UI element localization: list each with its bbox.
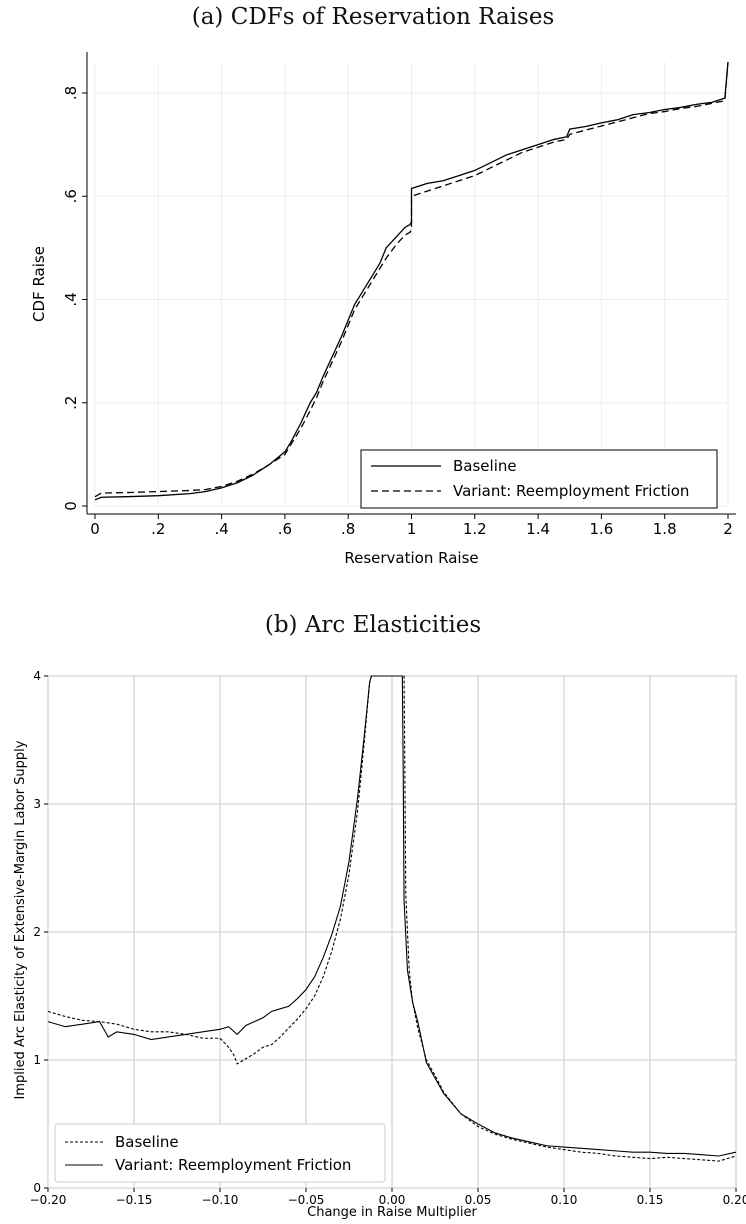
y-tick-label: .8 — [62, 86, 80, 100]
legend-box — [54, 1123, 386, 1183]
x-tick-label: 2 — [723, 520, 733, 538]
x-tick-label: 1 — [407, 520, 417, 538]
y-tick-label: 2 — [33, 925, 41, 939]
y-tick-label: .2 — [62, 396, 80, 410]
series-line-1 — [48, 675, 737, 1162]
legend-label-2: Variant: Reemployment Friction — [453, 482, 689, 500]
x-tick-label: 1.4 — [526, 520, 550, 538]
y-tick-label: 1 — [33, 1053, 41, 1067]
chart-a-cdf-reservation-raises: 0 .2 .4 .6 .8 1 1.2 1.4 1.6 1.8 2 0 .2 .4 .6 .8 Reservat… — [30, 52, 736, 567]
y-tick-label: 3 — [33, 797, 41, 811]
x-tick-label: −0.20 — [30, 1193, 67, 1207]
chart-b-arc-elasticities: −0.20 −0.15 −0.10 −0.05 0.00 0.05 0.10 0.15 0.20… — [13, 669, 746, 1220]
y-axis-label: CDF Raise — [30, 246, 48, 322]
y-tick-label: 0 — [62, 501, 80, 511]
legend-label-1: Baseline — [453, 457, 517, 475]
x-tick-label: −0.10 — [202, 1193, 239, 1207]
x-tick-label: 0.15 — [637, 1193, 664, 1207]
x-tick-label: .4 — [214, 520, 228, 538]
x-axis-label: Change in Raise Multiplier — [307, 1205, 477, 1220]
x-axis-label: Reservation Raise — [344, 549, 478, 567]
series-line-2 — [95, 61, 729, 498]
x-tick-label: 0.05 — [465, 1193, 492, 1207]
x-tick-label: 0.00 — [379, 1193, 406, 1207]
x-tick-label: −0.05 — [288, 1193, 325, 1207]
chart-a-caption: (a) CDFs of Reservation Raises — [191, 4, 555, 30]
x-tick-label: −0.15 — [116, 1193, 153, 1207]
chart-b-caption: (b) Arc Elasticities — [264, 612, 482, 638]
x-tick-label: 1.6 — [589, 520, 613, 538]
y-axis-label: Implied Arc Elasticity of Extensive-Marg… — [13, 740, 28, 1099]
x-tick-label: .8 — [341, 520, 355, 538]
x-tick-label: .2 — [151, 520, 165, 538]
x-tick-label: 1.8 — [653, 520, 677, 538]
y-tick-label: .4 — [62, 292, 80, 306]
legend-label-2: Variant: Reemployment Friction — [115, 1156, 351, 1174]
x-tick-label: 1.2 — [463, 520, 487, 538]
legend-box — [360, 449, 718, 509]
y-tick-label: 0 — [33, 1181, 41, 1195]
x-tick-label: 0.20 — [723, 1193, 746, 1207]
y-tick-label: 4 — [33, 669, 41, 683]
x-tick-label: 0 — [90, 520, 100, 538]
y-tick-label: .6 — [62, 189, 80, 203]
series-line-2 — [48, 675, 737, 1157]
legend-label-1: Baseline — [115, 1133, 179, 1151]
x-tick-label: 0.10 — [551, 1193, 578, 1207]
x-tick-label: .6 — [278, 520, 292, 538]
